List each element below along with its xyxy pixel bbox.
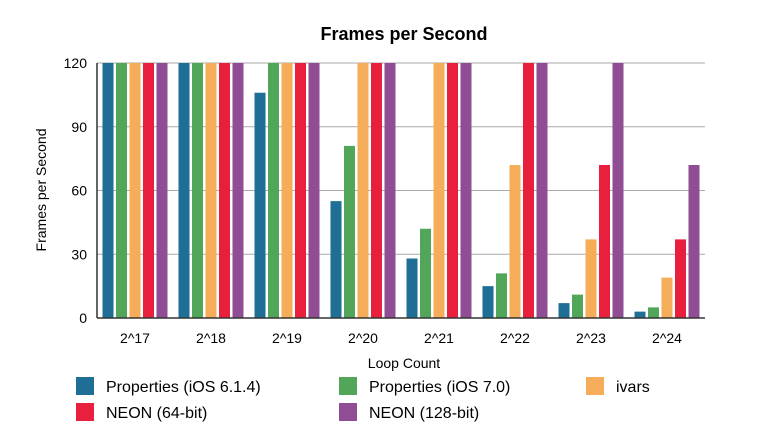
bars: [102, 63, 700, 318]
x-ticks: 2^17 2^18 2^19 2^20 2^21 2^22 2^23 2^24: [120, 330, 682, 346]
legend-label: Properties (iOS 7.0): [369, 379, 510, 396]
x-tick-label: 2^22: [500, 330, 530, 346]
legend-label: ivars: [616, 379, 650, 396]
bar: [232, 63, 244, 318]
y-tick-label: 90: [71, 119, 87, 135]
bar: [178, 63, 190, 318]
bar: [648, 307, 659, 318]
bar: [496, 273, 507, 318]
legend-label: NEON (64-bit): [106, 405, 207, 422]
bar: [371, 63, 382, 318]
bar: [268, 63, 279, 318]
axes: [96, 63, 705, 319]
bar: [433, 63, 445, 318]
bar: [509, 165, 521, 318]
bar: [254, 92, 266, 318]
bar: [281, 63, 293, 318]
legend-swatch: [586, 377, 604, 395]
x-tick-label: 2^21: [424, 330, 454, 346]
bar: [406, 258, 418, 318]
bar: [634, 311, 646, 318]
y-tick-label: 120: [64, 55, 88, 71]
bar: [330, 201, 342, 318]
bar: [536, 63, 548, 318]
legend: Properties (iOS 6.1.4) Properties (iOS 7.…: [76, 377, 650, 422]
y-tick-label: 30: [71, 246, 87, 262]
legend-swatch: [339, 377, 357, 395]
bar: [460, 63, 472, 318]
bar: [357, 63, 369, 318]
bar: [156, 63, 168, 318]
legend-label: Properties (iOS 6.1.4): [106, 379, 261, 396]
bar: [219, 63, 230, 318]
bar: [523, 63, 534, 318]
bar: [661, 277, 673, 318]
bar: [675, 239, 686, 318]
bar: [420, 228, 431, 318]
x-tick-label: 2^19: [272, 330, 302, 346]
bar: [599, 165, 610, 318]
x-tick-label: 2^17: [120, 330, 150, 346]
x-tick-label: 2^23: [576, 330, 606, 346]
bar: [447, 63, 458, 318]
legend-swatch: [76, 377, 94, 395]
bar: [116, 63, 127, 318]
chart-title: Frames per Second: [320, 24, 487, 44]
bar: [558, 303, 570, 318]
bar: [688, 165, 700, 318]
bar: [129, 63, 141, 318]
x-axis-label: Loop Count: [368, 355, 441, 371]
bar: [344, 145, 355, 318]
y-tick-label: 0: [79, 310, 87, 326]
y-axis-label: Frames per Second: [33, 129, 49, 252]
y-tick-label: 60: [71, 183, 87, 199]
legend-swatch: [339, 403, 357, 421]
bar: [192, 63, 203, 318]
bar: [612, 63, 624, 318]
legend-label: NEON (128-bit): [369, 405, 479, 422]
bar: [572, 294, 583, 318]
bar: [482, 286, 494, 318]
bar: [205, 63, 217, 318]
legend-swatch: [76, 403, 94, 421]
bar: [308, 63, 320, 318]
y-ticks: 0 30 60 90 120: [64, 55, 88, 326]
x-tick-label: 2^20: [348, 330, 378, 346]
bar: [102, 63, 114, 318]
bar: [143, 63, 154, 318]
bar: [585, 239, 597, 318]
x-tick-label: 2^24: [652, 330, 682, 346]
x-tick-label: 2^18: [196, 330, 226, 346]
bar: [295, 63, 306, 318]
bar: [384, 63, 396, 318]
